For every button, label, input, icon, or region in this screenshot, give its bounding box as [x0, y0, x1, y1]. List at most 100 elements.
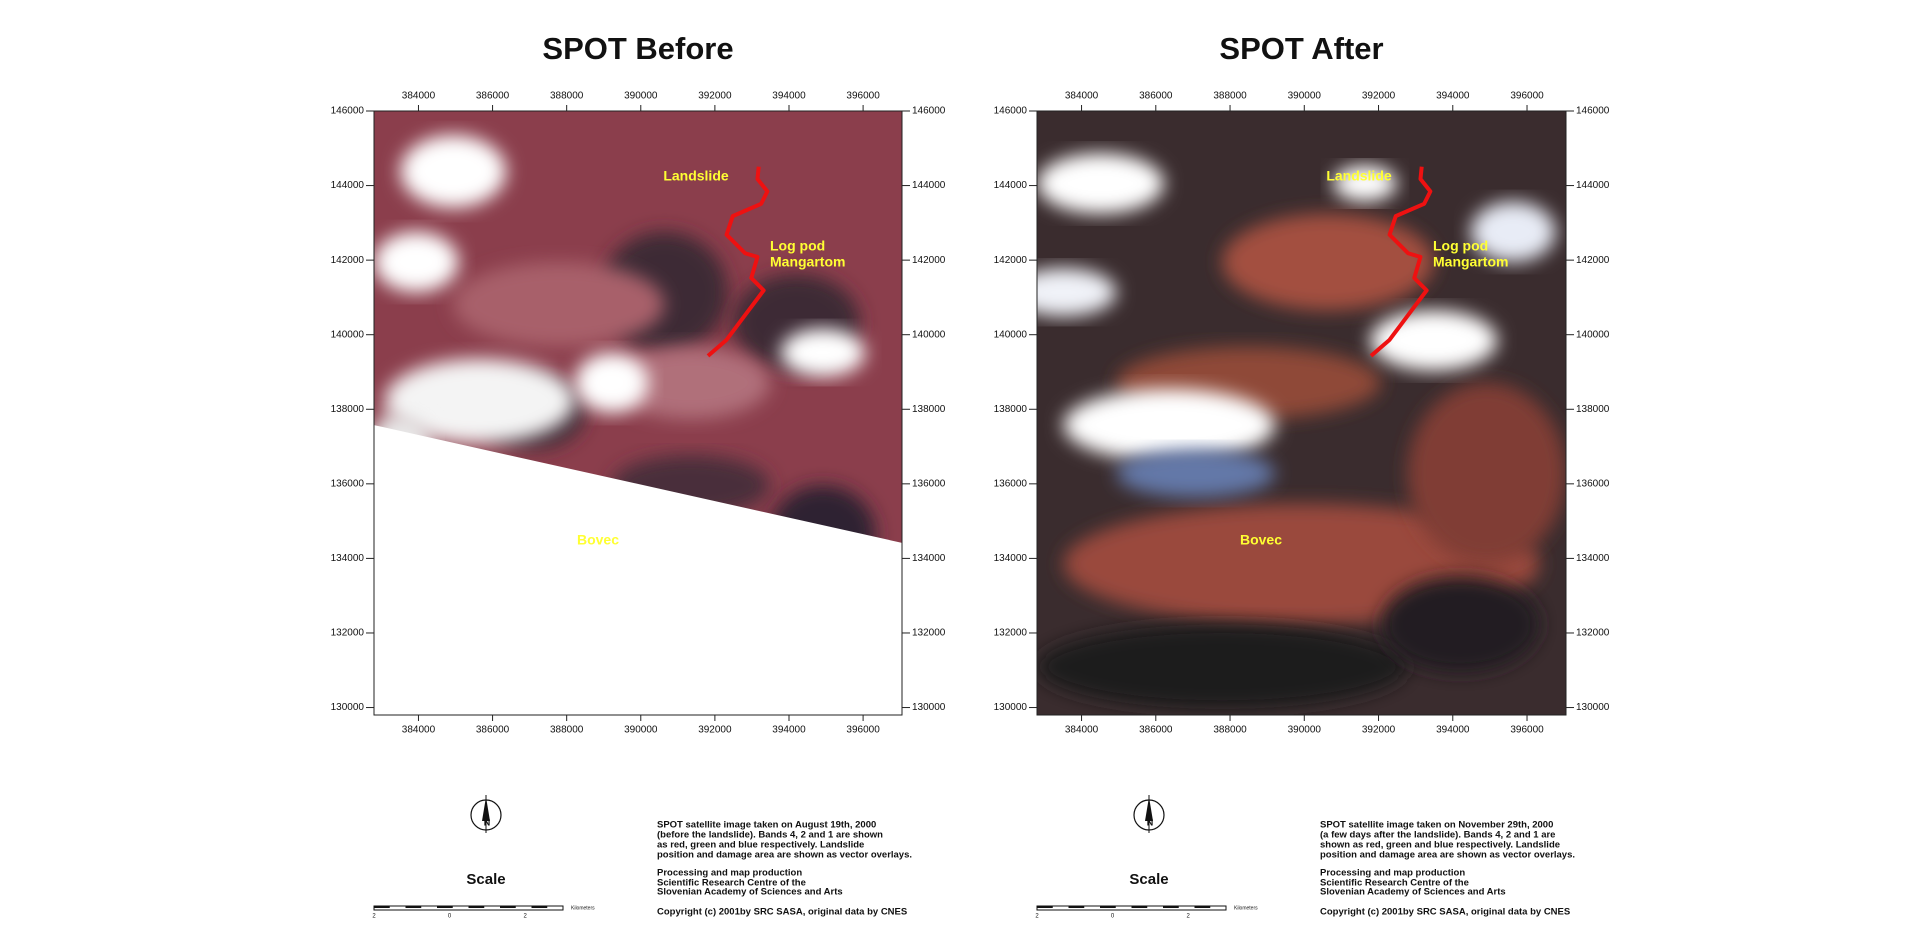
y-tick-label: 146000: [912, 106, 946, 117]
scale-bar-segment: [1100, 906, 1116, 908]
terrain-patch: [453, 262, 665, 347]
north-arrow: [1145, 797, 1153, 821]
scale-tick-label: 0: [448, 914, 452, 920]
y-tick-label: 138000: [912, 404, 946, 415]
north-label: N: [1147, 817, 1154, 827]
y-tick-label: 132000: [912, 628, 946, 639]
scale-bar-segment: [500, 906, 516, 908]
x-tick-label: 386000: [476, 91, 510, 102]
scale-tick-label: 2: [372, 914, 376, 920]
y-tick-label: 144000: [994, 180, 1028, 191]
scale-bar-segment: [468, 906, 485, 908]
y-tick-label: 134000: [912, 553, 946, 564]
x-tick-label: 396000: [846, 91, 880, 102]
terrain-patch: [1222, 213, 1434, 311]
caption-line: Scientific Research Centre of the: [657, 878, 806, 889]
terrain-patch: [374, 231, 459, 293]
place-label: Landslide: [663, 168, 729, 184]
caption-line: (before the landslide). Bands 4, 2 and 1…: [657, 830, 883, 841]
terrain-patch: [574, 352, 649, 413]
map-frame: [1036, 110, 1567, 716]
y-tick-label: 138000: [331, 404, 365, 415]
y-tick-label: 132000: [994, 628, 1028, 639]
y-tick-label: 136000: [331, 478, 365, 489]
terrain-patch: [1063, 388, 1276, 462]
caption-line: Processing and map production: [657, 868, 802, 879]
place-label: Mangartom: [770, 254, 845, 270]
y-tick-label: 142000: [994, 255, 1028, 266]
scale-bar-segment: [1194, 906, 1211, 908]
x-tick-label: 392000: [698, 725, 732, 736]
x-tick-label: 386000: [1139, 91, 1173, 102]
terrain-patch: [1116, 449, 1276, 498]
place-label: Log pod: [1433, 238, 1488, 254]
terrain-patch: [400, 135, 507, 208]
x-tick-label: 390000: [624, 725, 658, 736]
scale-unit: Kilometers: [571, 905, 595, 911]
x-tick-label: 384000: [1065, 91, 1099, 102]
y-tick-label: 144000: [1576, 180, 1610, 191]
scale-title: Scale: [1129, 871, 1168, 888]
x-tick-label: 390000: [624, 91, 658, 102]
scale-bar-segment: [1068, 906, 1085, 908]
place-label: Log pod: [770, 238, 825, 254]
scale-bar-segment: [374, 906, 390, 908]
x-tick-label: 384000: [402, 91, 436, 102]
y-tick-label: 142000: [912, 255, 946, 266]
caption-line: position and damage area are shown as ve…: [1320, 850, 1575, 861]
x-tick-label: 386000: [476, 725, 510, 736]
x-tick-label: 388000: [550, 91, 584, 102]
terrain-patch: [1037, 153, 1164, 214]
scale-tick-label: 0: [1111, 914, 1115, 920]
caption-line: Scientific Research Centre of the: [1320, 878, 1469, 889]
y-tick-label: 136000: [1576, 478, 1610, 489]
y-tick-label: 140000: [912, 329, 946, 340]
y-tick-label: 134000: [1576, 553, 1610, 564]
no-data-area: [374, 425, 902, 715]
caption-line: Slovenian Academy of Sciences and Arts: [1320, 887, 1506, 898]
scale-bar-segment: [1163, 906, 1179, 908]
x-tick-label: 390000: [1288, 725, 1322, 736]
scale-bar-segment: [531, 906, 548, 908]
x-tick-label: 384000: [402, 725, 436, 736]
terrain-patch: [1470, 201, 1556, 262]
x-tick-label: 392000: [698, 91, 732, 102]
x-tick-label: 392000: [1362, 725, 1396, 736]
scale-bar-segment: [1037, 906, 1053, 908]
y-tick-label: 138000: [1576, 404, 1610, 415]
x-tick-label: 394000: [1436, 725, 1470, 736]
y-tick-label: 134000: [331, 553, 365, 564]
y-tick-label: 146000: [994, 106, 1028, 117]
y-tick-label: 136000: [912, 478, 946, 489]
x-tick-label: 394000: [772, 725, 806, 736]
y-tick-label: 146000: [331, 106, 365, 117]
caption-line: Copyright (c) 2001by SRC SASA, original …: [1320, 907, 1570, 918]
x-tick-label: 396000: [846, 725, 880, 736]
place-label: Bovec: [577, 532, 619, 548]
terrain-patch: [611, 346, 770, 420]
x-tick-label: 388000: [1213, 91, 1247, 102]
scale-tick-label: 2: [1035, 914, 1039, 920]
caption-line: as red, green and blue respectively. Lan…: [657, 840, 864, 851]
scale-bar-segment: [1131, 906, 1148, 908]
caption-line: position and damage area are shown as ve…: [657, 850, 912, 861]
y-tick-label: 144000: [331, 180, 365, 191]
y-tick-label: 132000: [331, 628, 365, 639]
scale-tick-label: 2: [1187, 914, 1191, 920]
terrain-patch: [780, 328, 866, 377]
y-tick-label: 142000: [331, 255, 365, 266]
map-frame: [373, 110, 903, 716]
caption-line: SPOT satellite image taken on August 19t…: [657, 820, 876, 831]
terrain-patch: [1407, 382, 1566, 564]
y-tick-label: 130000: [331, 702, 365, 713]
terrain-patch: [1037, 624, 1408, 709]
caption-line: SPOT satellite image taken on November 2…: [1320, 820, 1553, 831]
y-tick-label: 130000: [994, 702, 1028, 713]
north-label: N: [484, 817, 491, 827]
landslide-outline: [706, 166, 770, 358]
y-tick-label: 144000: [912, 180, 946, 191]
satellite-image: [374, 111, 902, 715]
terrain-patch: [1333, 165, 1397, 202]
caption-line: shown as red, green and blue respectivel…: [1320, 840, 1560, 851]
